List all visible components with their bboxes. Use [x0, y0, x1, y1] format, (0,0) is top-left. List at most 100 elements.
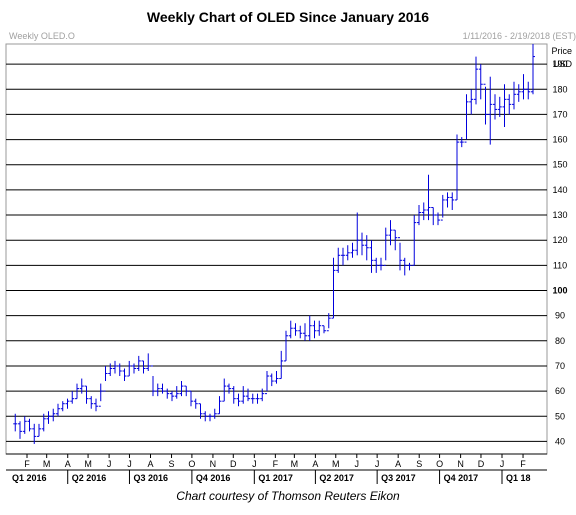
y-tick-label: 100 — [552, 286, 567, 296]
month-label: N — [210, 459, 217, 469]
ohlc-bar — [189, 390, 193, 407]
ohlc-bar — [18, 421, 22, 439]
y-tick-label: 40 — [555, 436, 565, 446]
ohlc-bar — [350, 242, 355, 258]
ohlc-bar — [293, 323, 298, 336]
month-label: F — [273, 459, 279, 469]
ohlc-bar — [436, 212, 440, 226]
ohlc-bar — [279, 350, 284, 380]
ohlc-bar — [179, 381, 184, 397]
quarter-label: Q1 2016 — [12, 473, 47, 483]
ohlc-bar — [27, 418, 32, 432]
ohlc-bar — [113, 360, 117, 374]
ohlc-bar — [493, 94, 497, 120]
ohlc-bar — [526, 81, 531, 100]
ohlc-bar — [521, 74, 526, 100]
ohlc-bar — [98, 383, 103, 407]
ohlc-bar — [165, 388, 170, 399]
ohlc-bar — [345, 245, 350, 261]
y-tick-label: 130 — [552, 210, 567, 220]
ohlc-bar — [269, 373, 274, 387]
ohlc-bar — [127, 360, 132, 377]
date-range-label: 1/11/2016 - 2/19/2018 (EST) — [463, 31, 576, 41]
ohlc-bar — [174, 386, 179, 399]
month-label: O — [188, 459, 195, 469]
ohlc-bar — [94, 398, 98, 412]
ohlc-bar — [307, 315, 312, 341]
ohlc-bar — [474, 56, 478, 105]
month-label: J — [107, 459, 112, 469]
ohlc-bar — [284, 330, 288, 362]
ohlc-bar — [455, 134, 459, 201]
ohlc-bar — [160, 383, 165, 394]
month-label: S — [169, 459, 175, 469]
y-tick-label: 90 — [555, 311, 565, 321]
quarter-label: Q4 2016 — [196, 473, 231, 483]
month-label: A — [147, 459, 153, 469]
ohlc-bar — [516, 84, 521, 102]
ohlc-bar — [146, 353, 151, 371]
ohlc-bar — [512, 81, 516, 110]
ohlc-bar — [208, 413, 212, 422]
ohlc-bar — [317, 320, 322, 336]
ohlc-bar — [89, 396, 94, 409]
ohlc-bar — [303, 323, 307, 341]
month-label: F — [24, 459, 30, 469]
ohlc-bar — [184, 385, 189, 397]
ohlc-bar — [136, 355, 141, 371]
ohlc-bar — [336, 247, 341, 273]
ohlc-bar — [426, 174, 431, 221]
y-tick-label: 160 — [552, 135, 567, 145]
ohlc-bar — [312, 320, 317, 339]
ohlc-bar — [469, 89, 474, 115]
month-label: M — [84, 459, 92, 469]
ohlc-bar — [440, 194, 445, 221]
y-tick-label: 60 — [555, 386, 565, 396]
y-tick-label: 150 — [552, 160, 567, 170]
ohlc-bar — [84, 385, 89, 404]
ohlc-bar — [322, 325, 326, 334]
y-tick-label: 170 — [552, 109, 567, 119]
month-label: M — [332, 459, 340, 469]
ohlc-bars — [13, 44, 535, 444]
ohlc-bar — [198, 403, 203, 419]
ohlc-bar — [407, 262, 412, 271]
ohlc-bar — [355, 212, 360, 256]
ohlc-bar — [379, 257, 383, 271]
quarter-label: Q4 2017 — [444, 473, 479, 483]
ohlc-bar — [117, 363, 122, 377]
y-tick-label: 70 — [555, 361, 565, 371]
ohlc-bar — [250, 393, 255, 404]
ohlc-bar — [46, 411, 51, 424]
ohlc-bar — [22, 416, 27, 434]
ohlc-bar — [369, 240, 374, 273]
ohlc-bar — [246, 388, 250, 402]
ohlc-bar — [450, 192, 455, 211]
ohlc-bar — [79, 378, 84, 394]
ohlc-bar — [255, 393, 260, 404]
month-label: D — [478, 459, 485, 469]
ohlc-bar — [203, 411, 208, 422]
y-axis-labels: 40 50 60 70 80 90 100 110 120 130 140 150 160 170 180 1… — [552, 59, 567, 446]
ohlc-bar — [227, 383, 231, 394]
month-label: J — [252, 459, 257, 469]
ohlc-bar — [241, 386, 246, 404]
month-label: D — [230, 459, 237, 469]
y-axis-unit: USD — [553, 59, 573, 69]
y-tick-label: 50 — [555, 411, 565, 421]
month-label: J — [127, 459, 132, 469]
y-tick-label: 190 — [552, 59, 567, 69]
ohlc-bar — [265, 370, 269, 395]
ohlc-bar — [360, 232, 364, 256]
month-label: A — [312, 459, 318, 469]
plot-area — [5, 43, 548, 455]
y-tick-label: 80 — [555, 336, 565, 346]
ohlc-bar — [56, 403, 60, 417]
y-tick-label: 140 — [552, 185, 567, 195]
month-label: F — [520, 459, 526, 469]
ohlc-bar — [497, 96, 502, 117]
ohlc-bar — [155, 383, 160, 397]
month-label: S — [416, 459, 422, 469]
ohlc-bar — [231, 386, 236, 404]
ohlc-bar — [464, 94, 469, 143]
